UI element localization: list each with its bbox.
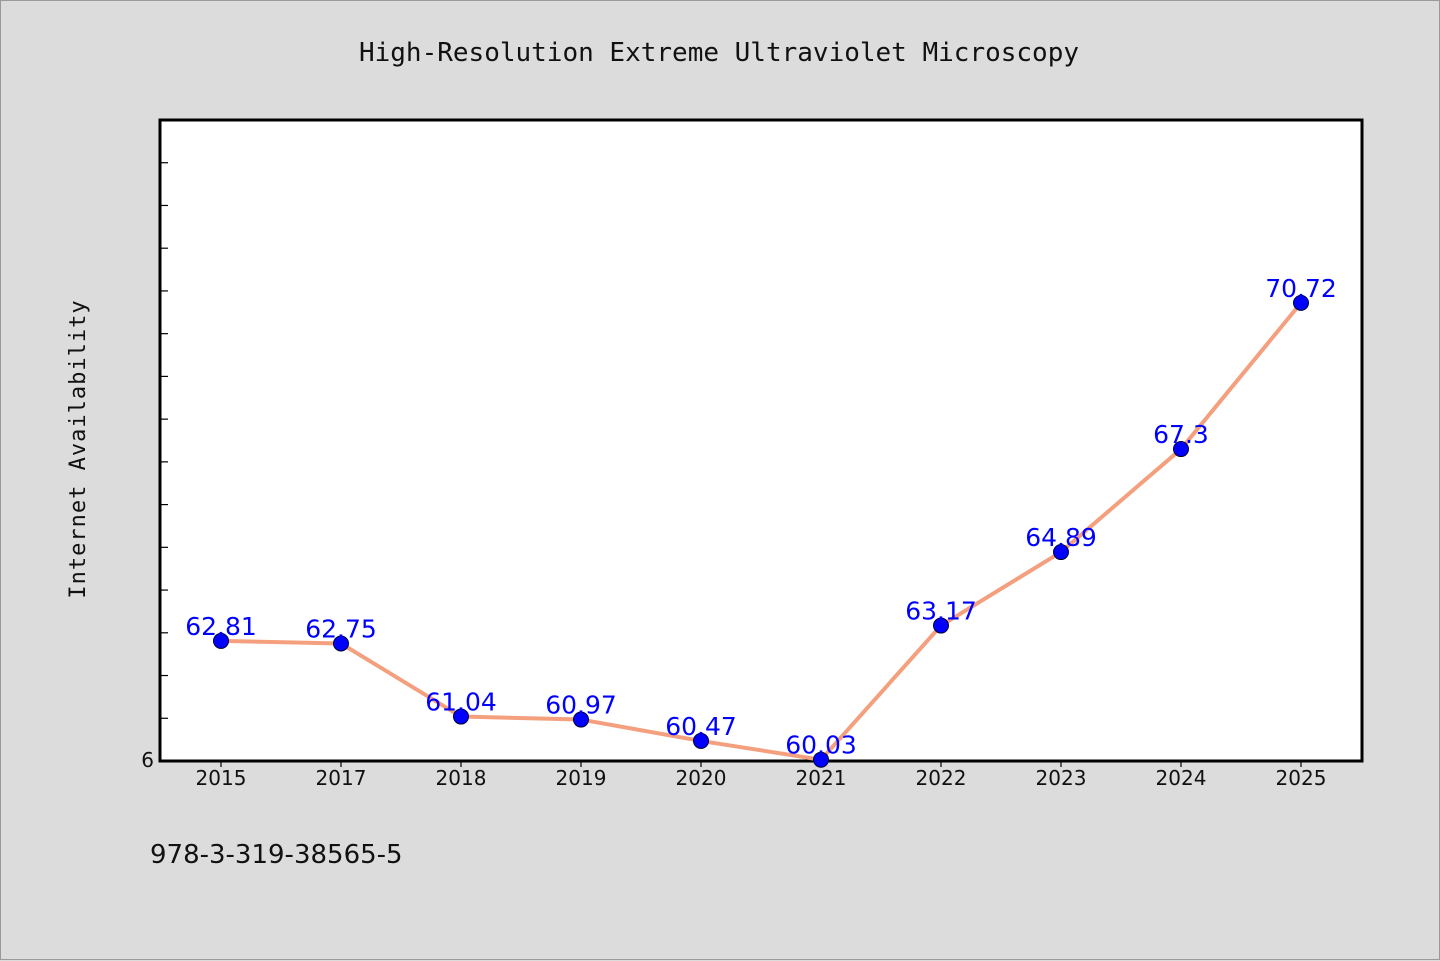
data-point (573, 711, 589, 728)
x-tick-label: 2017 (316, 766, 367, 790)
x-tick-label: 2025 (1276, 766, 1327, 790)
data-point (1293, 294, 1309, 311)
data-label: 62.75 (305, 614, 377, 643)
data-label: 60.97 (545, 691, 617, 720)
data-label: 70.72 (1265, 274, 1337, 303)
x-tick-label: 2021 (796, 766, 847, 790)
data-point (1053, 544, 1069, 561)
x-axis-tick-labels: 2015 2017 2018 2019 2020 2021 2022 2023 2024 2025 (196, 766, 1327, 790)
y-tick-label: 6 (141, 748, 154, 772)
data-point (813, 751, 829, 768)
x-tick-label: 2020 (676, 766, 727, 790)
data-label: 67.3 (1153, 420, 1209, 449)
data-label: 61.04 (425, 688, 497, 717)
data-point (933, 617, 949, 634)
data-label: 62.81 (185, 612, 257, 641)
series-line (220, 301, 1303, 762)
data-point (453, 708, 469, 725)
data-labels: 62.81 62.75 61.04 60.97 60.47 60.03 63.17 64.89… (185, 274, 1337, 760)
y-axis-label: Internet Availability (66, 299, 91, 598)
data-point (693, 732, 709, 749)
x-tick-label: 2019 (556, 766, 607, 790)
data-point (333, 635, 349, 652)
data-point (213, 632, 229, 649)
series-markers (213, 294, 1309, 768)
data-label: 60.47 (665, 712, 737, 741)
data-label: 63.17 (905, 597, 977, 626)
isbn-text: 978-3-319-38565-5 (150, 840, 403, 870)
chart-title: High-Resolution Extreme Ultraviolet Micr… (359, 38, 1079, 68)
data-label: 64.89 (1025, 523, 1097, 552)
x-tick-label: 2024 (1156, 766, 1207, 790)
x-tick-label: 2018 (436, 766, 487, 790)
data-point (1173, 441, 1189, 458)
x-tick-label: 2023 (1036, 766, 1087, 790)
y-axis-ticks (160, 162, 168, 762)
x-tick-label: 2015 (196, 766, 247, 790)
series-line-group (220, 301, 1303, 762)
x-tick-label: 2022 (916, 766, 967, 790)
data-label: 60.03 (785, 731, 857, 760)
